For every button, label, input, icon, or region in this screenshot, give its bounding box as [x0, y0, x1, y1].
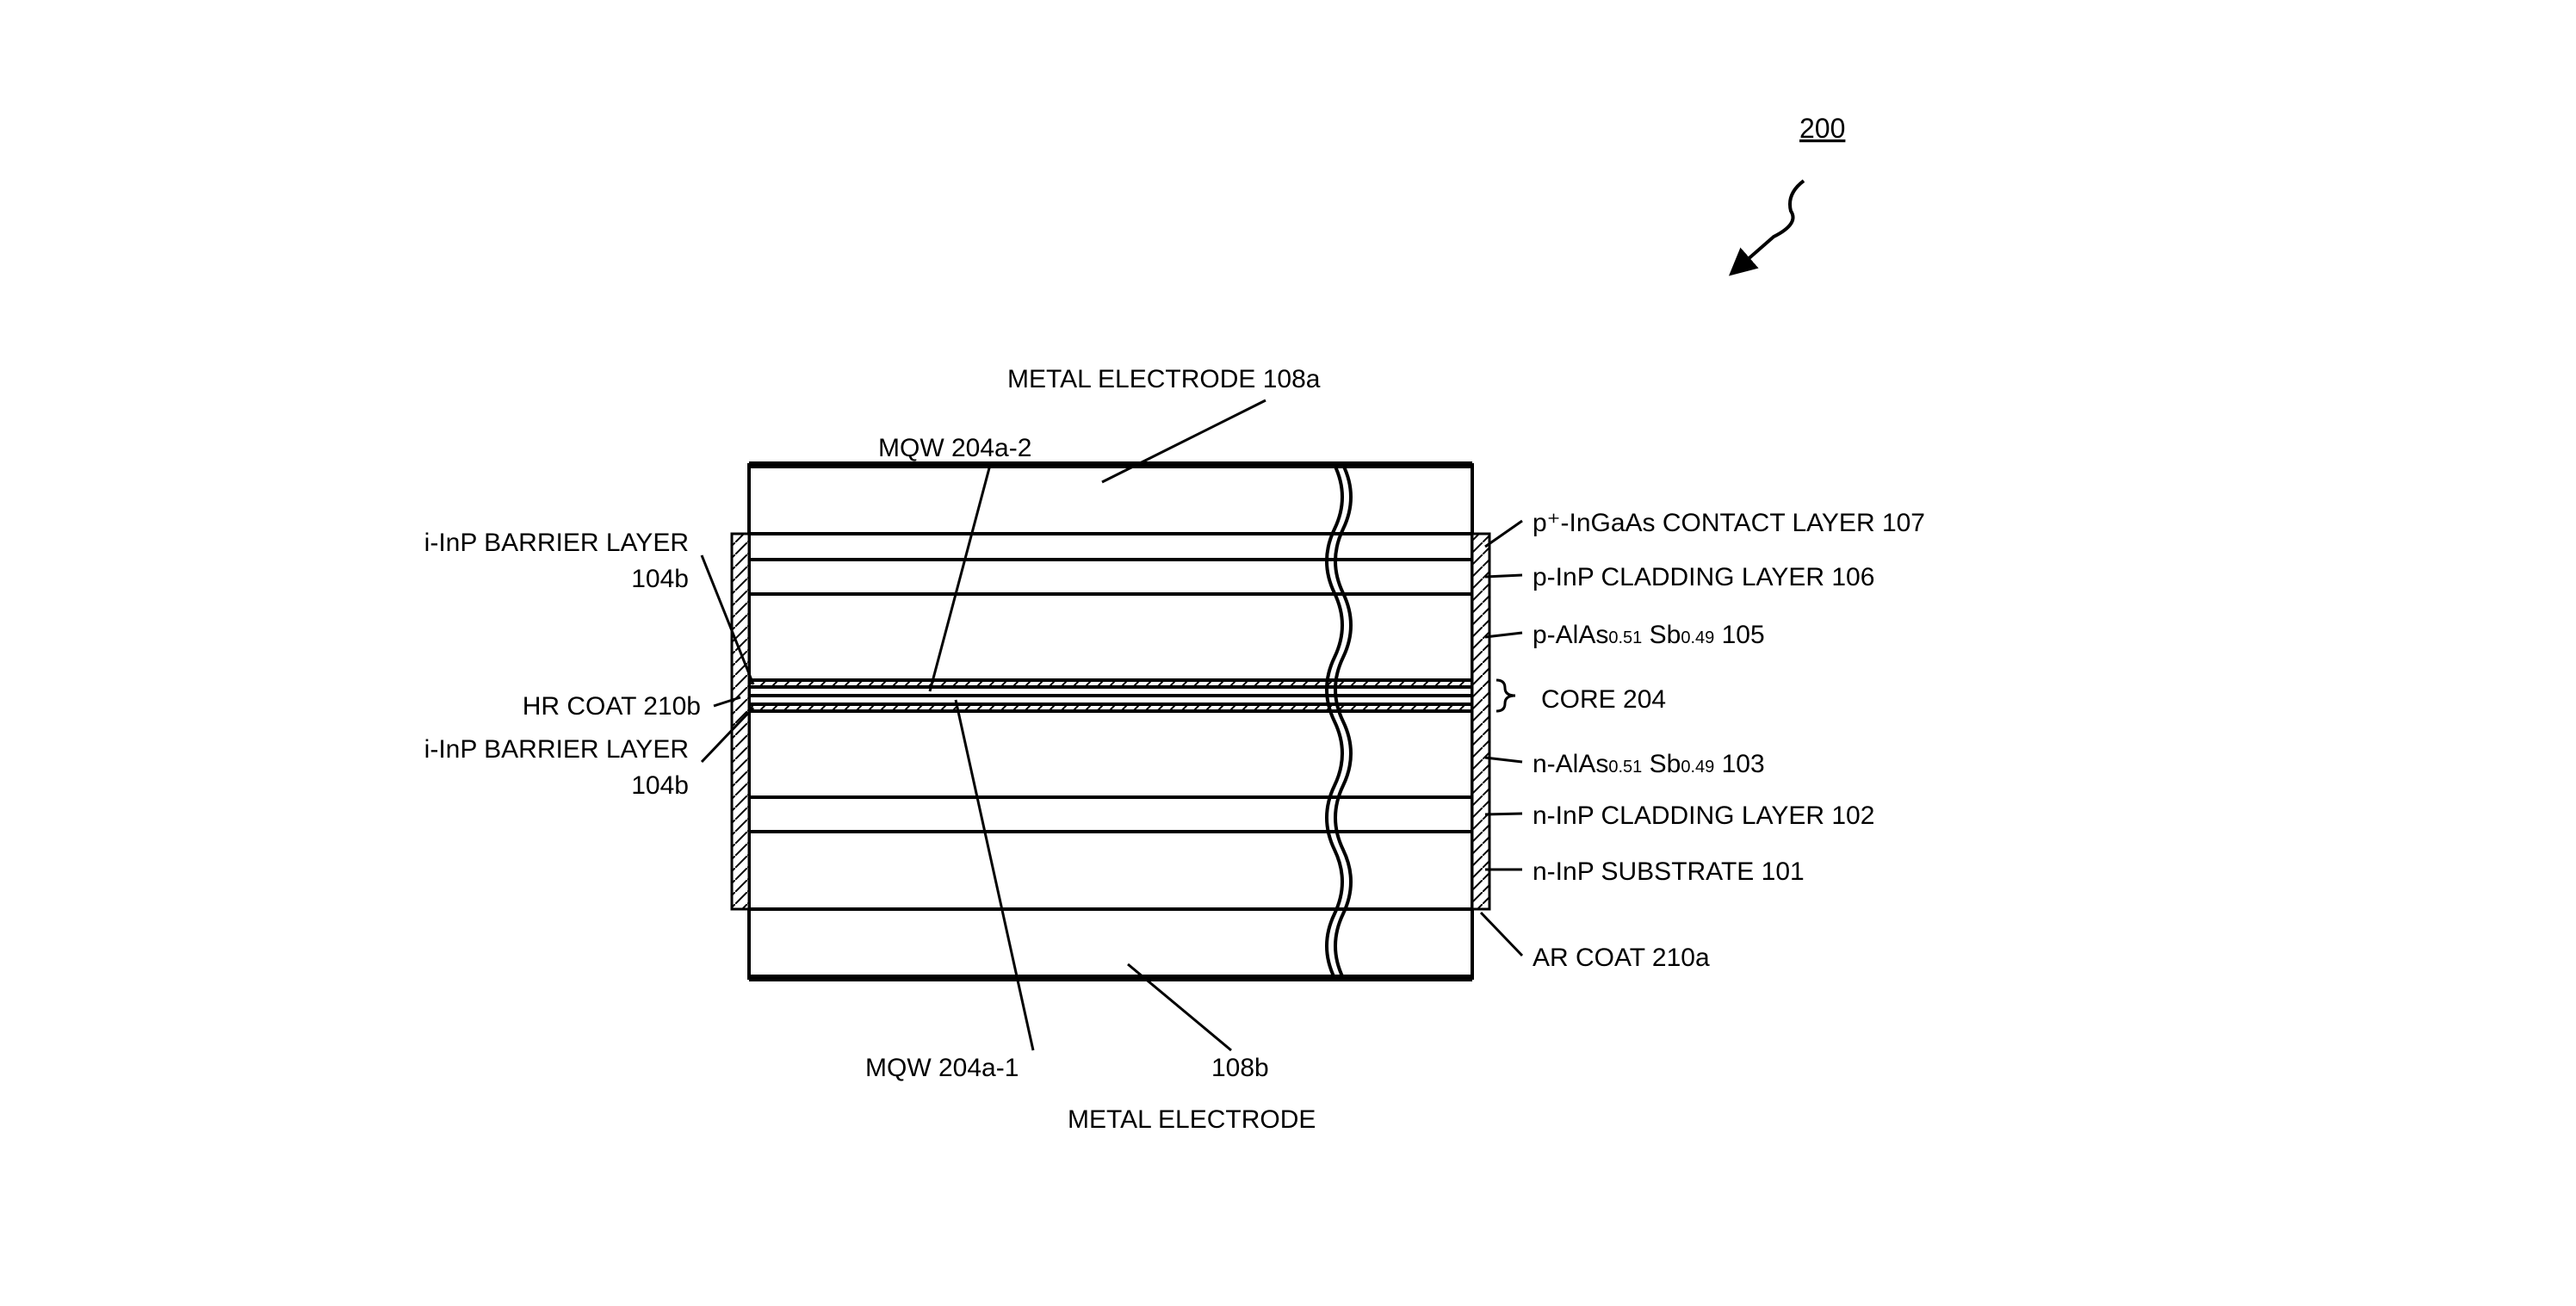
ar-coat [1472, 534, 1489, 909]
label-bottom-2: METAL ELECTRODE [1068, 1105, 1316, 1134]
layer-101 [749, 832, 1472, 909]
layer-108a [749, 465, 1472, 534]
layer-105 [749, 594, 1472, 680]
label-bottom-0: MQW 204a-1 [865, 1054, 1019, 1082]
figure-arrow [1739, 181, 1804, 267]
label-top-1: MQW 204a-2 [878, 434, 1031, 462]
label-right-0: p⁺-InGaAs CONTACT LAYER 107 [1533, 509, 1925, 537]
layer-102 [749, 797, 1472, 832]
label-right-4: n-AlAs0.51 Sb0.49 103 [1533, 750, 1765, 778]
label-right-1: p-InP CLADDING LAYER 106 [1533, 563, 1874, 591]
leader-right-7 [1481, 913, 1522, 956]
label-left-2: i-InP BARRIER LAYER [424, 735, 689, 764]
label-left-1: HR COAT 210b [523, 692, 701, 721]
leader-right-1 [1485, 575, 1522, 577]
label-left-ref-2: 104b [631, 771, 689, 800]
label-right-6: n-InP SUBSTRATE 101 [1533, 857, 1805, 886]
label-right-5: n-InP CLADDING LAYER 102 [1533, 802, 1874, 830]
label-bottom-1: 108b [1211, 1054, 1269, 1082]
layer-107 [749, 534, 1472, 560]
label-left-0: i-InP BARRIER LAYER [424, 529, 689, 557]
label-top-0: METAL ELECTRODE 108a [1007, 365, 1321, 393]
core-brace [1496, 680, 1515, 711]
layer-106 [749, 560, 1472, 594]
layer-108b [749, 909, 1472, 978]
label-left-ref-0: 104b [631, 565, 689, 593]
label-right-2: p-AlAs0.51 Sb0.49 105 [1533, 621, 1765, 649]
figure-number: 200 [1799, 113, 1845, 144]
label-right-3: CORE 204 [1541, 685, 1666, 714]
layer-103 [749, 711, 1472, 797]
label-right-7: AR COAT 210a [1533, 944, 1710, 972]
